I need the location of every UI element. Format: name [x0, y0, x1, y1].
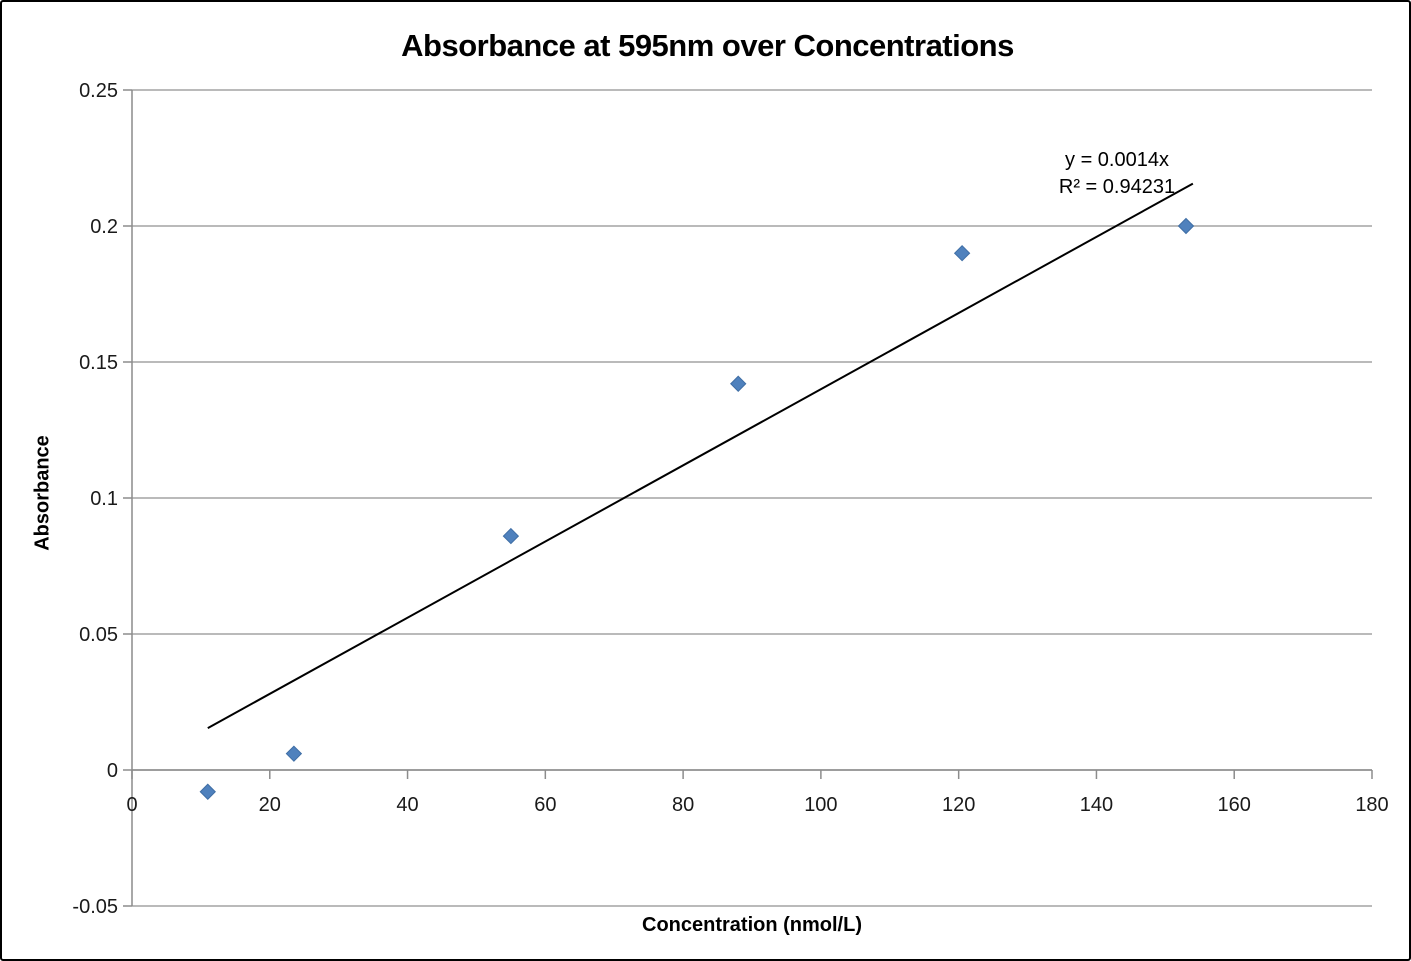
chart-title: Absorbance at 595nm over Concentrations: [401, 28, 1014, 63]
x-tick-label: 40: [396, 794, 418, 816]
x-tick-label: 160: [1218, 794, 1251, 816]
y-tick-label: 0.2: [90, 216, 118, 238]
y-tick-label: 0.05: [79, 624, 118, 646]
data-point: [1177, 217, 1195, 235]
trendline: [207, 182, 1194, 729]
y-tick-label: 0.15: [79, 352, 118, 374]
x-tick-label: 80: [672, 794, 694, 816]
data-point: [502, 527, 520, 545]
data-point: [953, 244, 971, 262]
x-tick-label: 140: [1080, 794, 1113, 816]
data-point: [730, 375, 747, 392]
y-tick-label: 0.25: [79, 80, 118, 102]
y-axis-title-text: Absorbance: [31, 435, 54, 551]
y-tick-label: 0: [107, 760, 118, 782]
trendline-equation-text: y = 0.0014x: [1065, 149, 1169, 171]
y-tick-label: 0.1: [90, 488, 118, 510]
x-tick-label: 60: [534, 794, 556, 816]
data-point: [285, 745, 303, 762]
x-tick-label: 0: [126, 794, 137, 816]
trendline-label: y = 0.0014x R² = 0.94231: [1017, 147, 1217, 201]
y-tick-label: -0.05: [72, 896, 118, 918]
x-tick-label: 100: [804, 794, 837, 816]
x-tick-label: 20: [259, 794, 281, 816]
trendline-r-squared-text: R² = 0.94231: [1058, 176, 1176, 198]
x-tick-label: 180: [1355, 794, 1388, 816]
x-axis-title: Concentration (nmol/L): [642, 914, 862, 936]
data-point: [199, 783, 216, 800]
x-tick-label: 120: [942, 794, 975, 816]
